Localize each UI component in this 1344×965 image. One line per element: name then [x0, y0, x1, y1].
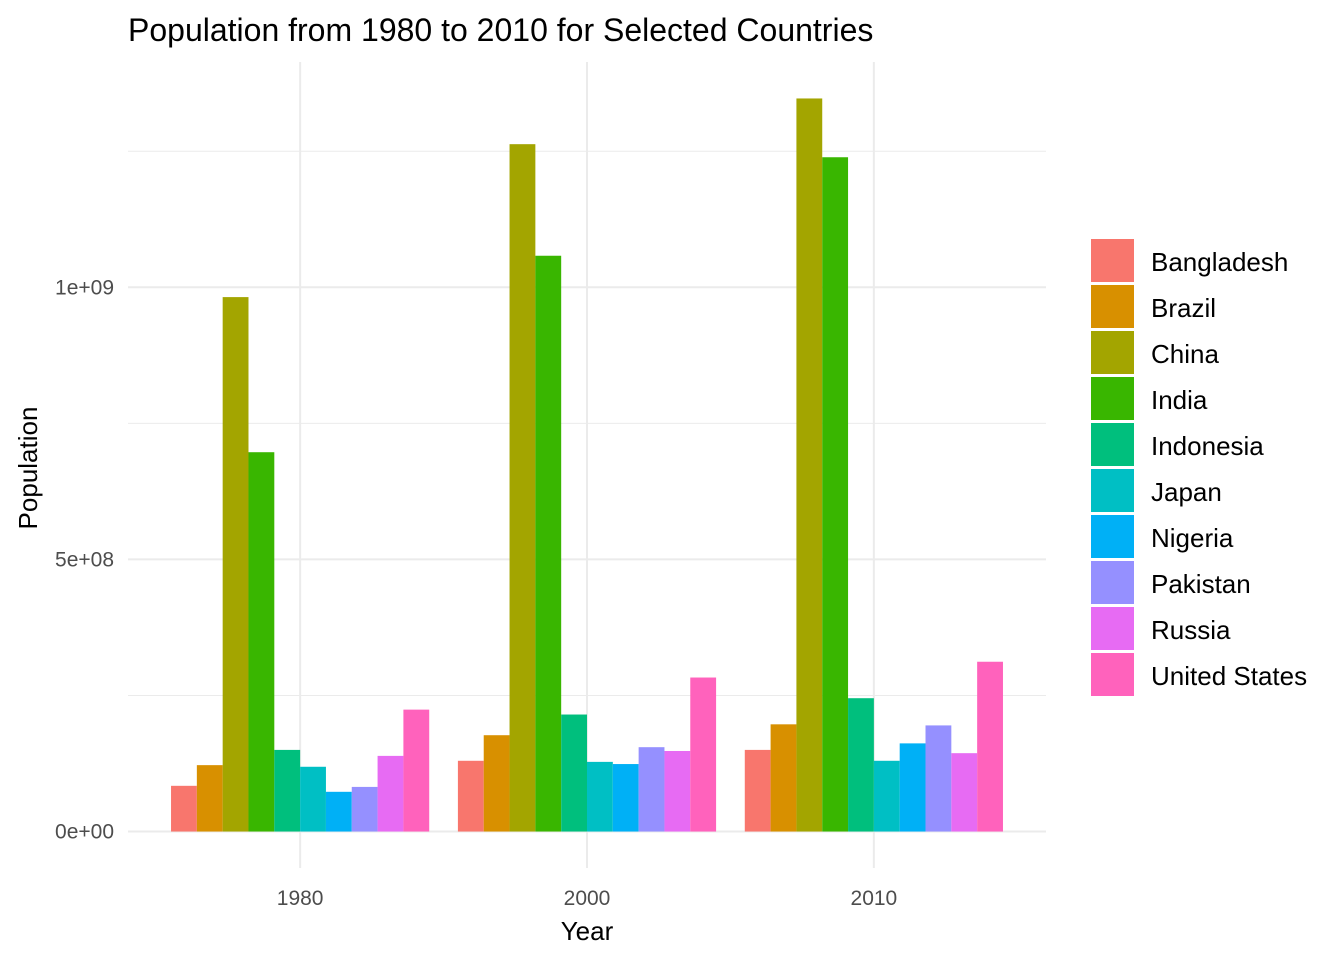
x-tick-label: 1980: [277, 887, 324, 910]
bar-united-states-2010: [977, 661, 1003, 832]
bar-united-states-1980: [403, 709, 430, 832]
legend-key: [1091, 515, 1134, 558]
legend-key: [1091, 423, 1134, 466]
legend-key: [1091, 285, 1134, 328]
legend-key: [1091, 607, 1134, 650]
y-tick-label: 1e+09: [55, 276, 114, 299]
bar-pakistan-1980: [351, 786, 378, 832]
legend-key: [1091, 377, 1134, 420]
y-axis-label: Population: [13, 407, 43, 530]
legend-key: [1091, 469, 1134, 512]
bar-japan-1980: [300, 766, 326, 832]
bar-bangladesh-2010: [744, 749, 771, 832]
legend-key: [1091, 561, 1134, 604]
bar-china-2010: [796, 98, 823, 832]
bars: [171, 98, 1003, 832]
x-tick-label: 2000: [564, 887, 611, 910]
legend-label: China: [1151, 339, 1219, 369]
y-tick-label: 5e+08: [55, 548, 114, 571]
legend-key: [1091, 653, 1134, 696]
bar-china-1980: [222, 297, 249, 832]
bar-japan-2000: [587, 761, 613, 832]
bar-russia-2000: [664, 750, 691, 832]
legend-label: Russia: [1151, 615, 1231, 645]
bar-india-2000: [535, 255, 562, 832]
bar-indonesia-2000: [561, 714, 587, 832]
legend-label: United States: [1151, 661, 1307, 691]
bar-brazil-2010: [770, 724, 797, 832]
bar-pakistan-2000: [638, 747, 665, 832]
bar-indonesia-2010: [848, 698, 874, 832]
bar-nigeria-2000: [612, 764, 639, 832]
legend-key: [1091, 239, 1134, 282]
bar-india-2010: [822, 157, 849, 832]
y-tick-label: 0e+00: [55, 821, 114, 844]
bar-nigeria-2010: [899, 743, 926, 832]
bar-japan-2010: [873, 760, 900, 832]
legend-label: Japan: [1151, 477, 1222, 507]
legend: Bangladesh Brazil China India Indonesia Japan…: [1091, 239, 1307, 696]
x-tick-label: 2010: [851, 887, 898, 910]
bar-brazil-2000: [483, 735, 510, 832]
legend-label: Pakistan: [1151, 569, 1251, 599]
bar-united-states-2000: [690, 677, 717, 832]
bar-russia-1980: [377, 755, 404, 832]
bar-pakistan-2010: [925, 725, 952, 832]
bar-brazil-1980: [196, 765, 223, 832]
legend-label: Bangladesh: [1151, 247, 1288, 277]
x-axis-ticks: 1980 2000 2010: [277, 887, 897, 910]
bar-bangladesh-1980: [171, 785, 197, 832]
bar-nigeria-1980: [325, 791, 352, 832]
bar-india-1980: [248, 452, 275, 832]
legend-label: Brazil: [1151, 293, 1216, 323]
bar-china-2000: [509, 144, 536, 832]
y-axis-ticks: 0e+00 5e+08 1e+09: [55, 276, 114, 843]
bar-russia-2010: [951, 753, 978, 832]
legend-label: Indonesia: [1151, 431, 1264, 461]
bar-bangladesh-2000: [457, 760, 484, 832]
chart-title: Population from 1980 to 2010 for Selecte…: [128, 12, 873, 48]
bar-indonesia-1980: [274, 749, 301, 832]
x-axis-label: Year: [561, 916, 614, 946]
legend-label: Nigeria: [1151, 523, 1234, 553]
legend-label: India: [1151, 385, 1208, 415]
legend-key: [1091, 331, 1134, 374]
